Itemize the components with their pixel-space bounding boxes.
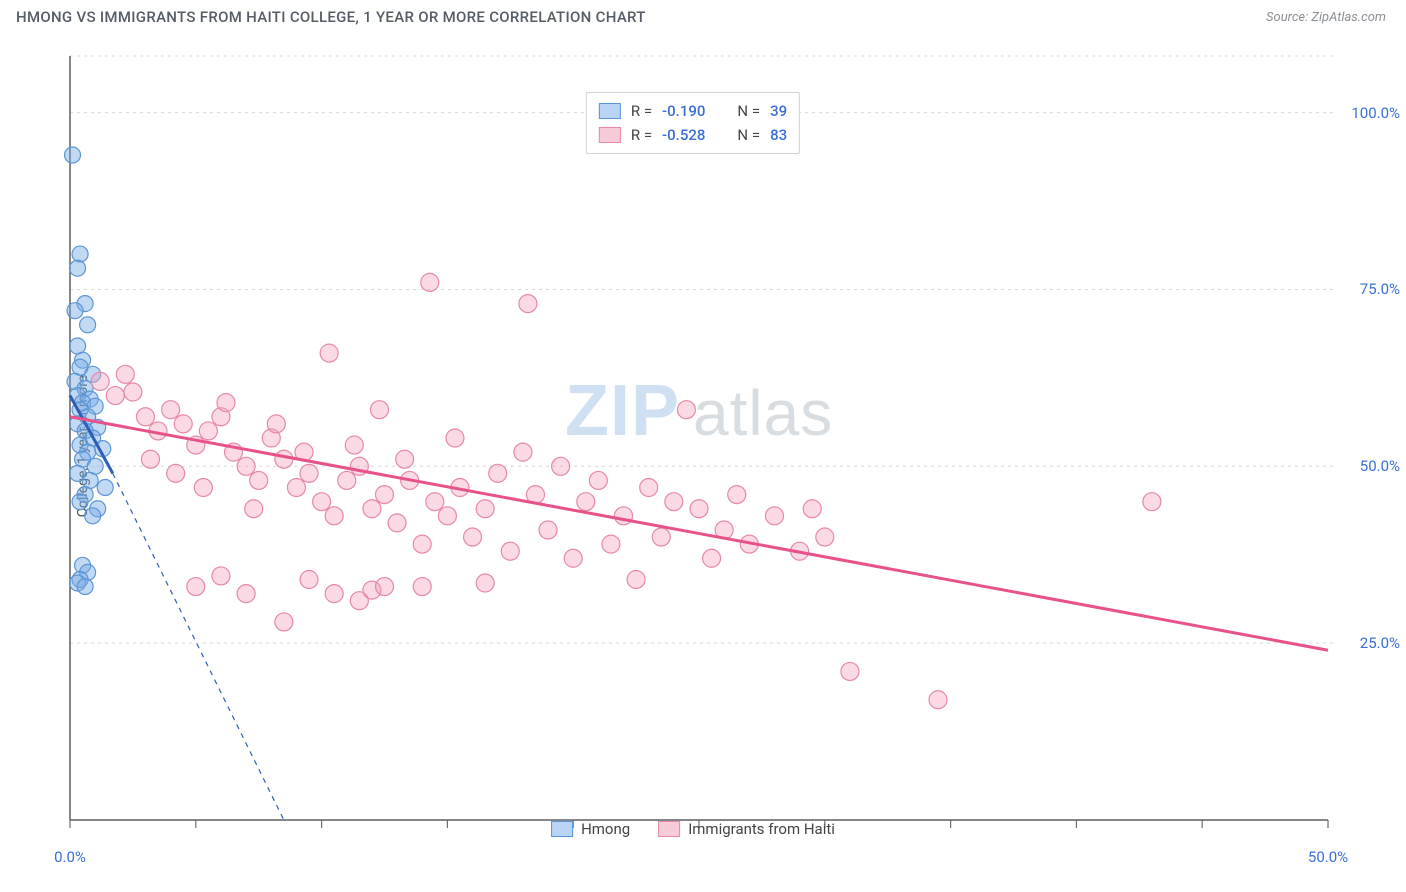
n-value-haiti: 83: [770, 123, 787, 147]
x-tick-label: 50.0%: [1308, 848, 1348, 866]
legend-label-hmong: Hmong: [581, 820, 630, 838]
legend-row-hmong: R = -0.190 N = 39: [599, 99, 787, 123]
y-tick-label: 75.0%: [1360, 280, 1400, 298]
legend-item-hmong: Hmong: [551, 820, 630, 838]
r-value-hmong: -0.190: [662, 99, 705, 123]
x-tick-label: 0.0%: [54, 848, 86, 866]
swatch-blue-icon: [599, 103, 621, 119]
legend-item-haiti: Immigrants from Haiti: [658, 820, 835, 838]
y-tick-label: 50.0%: [1360, 457, 1400, 475]
swatch-pink-icon: [658, 821, 680, 837]
r-label: R =: [631, 99, 652, 123]
source-attribution: Source: ZipAtlas.com: [1266, 10, 1386, 25]
series-legend: Hmong Immigrants from Haiti: [551, 820, 835, 838]
correlation-legend: R = -0.190 N = 39 R = -0.528 N = 83: [586, 92, 800, 154]
swatch-pink-icon: [599, 127, 621, 143]
chart-title: HMONG VS IMMIGRANTS FROM HAITI COLLEGE, …: [16, 8, 646, 26]
scatter-chart-svg: [48, 44, 1338, 844]
n-label: N =: [737, 99, 760, 123]
y-tick-label: 25.0%: [1360, 634, 1400, 652]
r-label: R =: [631, 123, 652, 147]
n-value-hmong: 39: [770, 99, 787, 123]
swatch-blue-icon: [551, 821, 573, 837]
legend-row-haiti: R = -0.528 N = 83: [599, 123, 787, 147]
chart-area: ZIP atlas R = -0.190 N = 39 R = -0.528 N…: [48, 44, 1338, 844]
n-label: N =: [737, 123, 760, 147]
r-value-haiti: -0.528: [662, 123, 705, 147]
legend-label-haiti: Immigrants from Haiti: [688, 820, 835, 838]
y-tick-label: 100.0%: [1351, 104, 1400, 122]
